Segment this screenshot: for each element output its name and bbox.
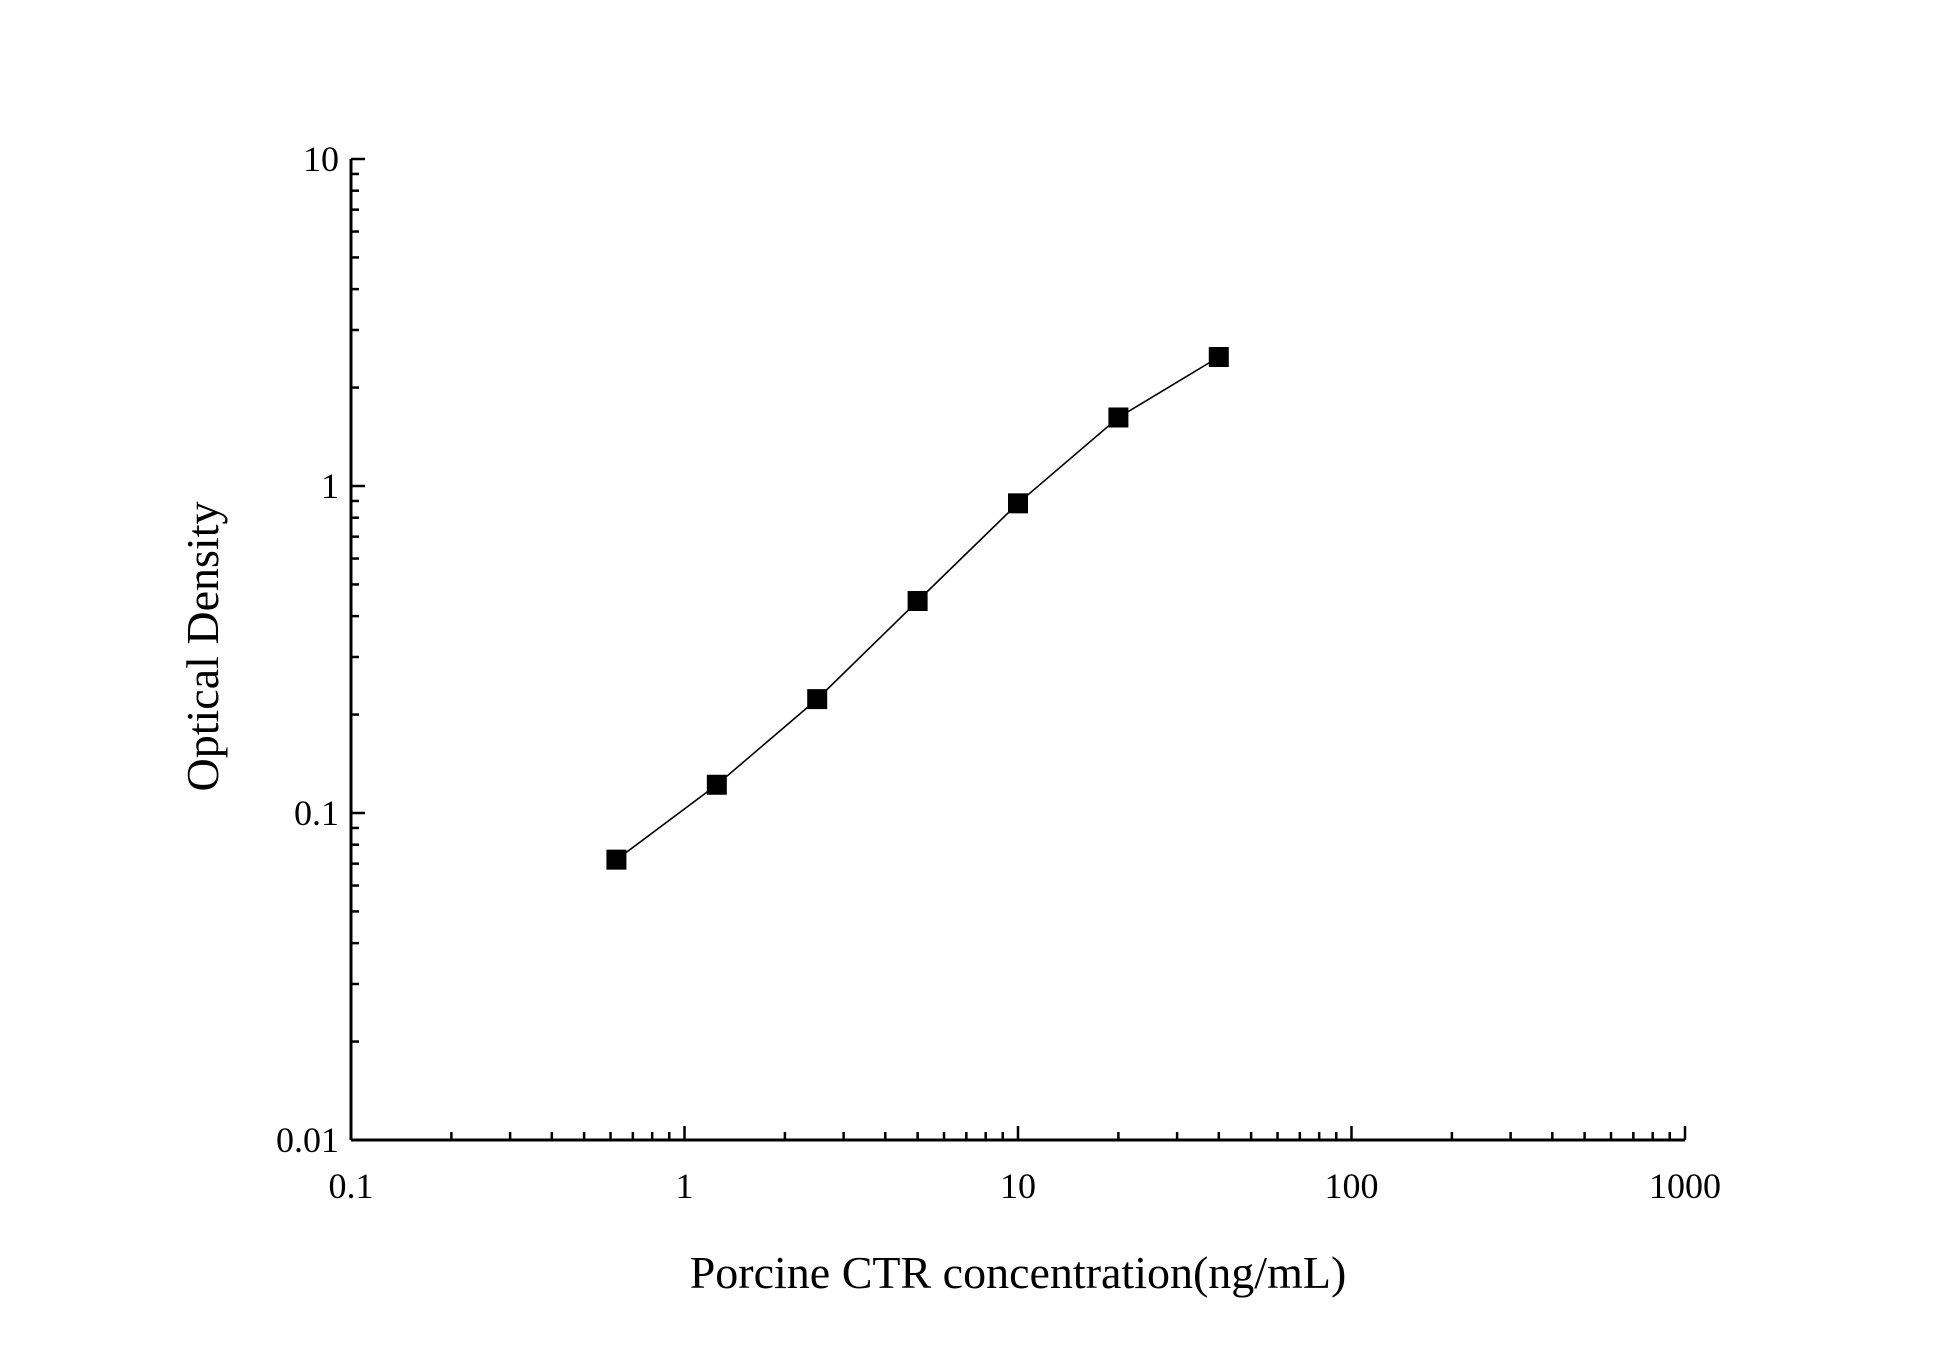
data-point [1108, 407, 1129, 428]
y-tick-label: 0.1 [294, 793, 339, 833]
labels-group: Porcine CTR concentration(ng/mL) Optical… [177, 502, 1346, 1299]
series-group [606, 347, 1229, 870]
ticks-group: 0.1 1 10 100 1000 0.01 0.1 1 10 [276, 139, 1721, 1206]
x-tick-label: 1 [676, 1166, 694, 1206]
x-axis-title: Porcine CTR concentration(ng/mL) [690, 1247, 1347, 1298]
data-point [1208, 347, 1229, 368]
data-point [1008, 493, 1028, 514]
x-tick-label: 100 [1325, 1166, 1379, 1206]
data-point [706, 774, 727, 795]
x-tick-label: 10 [1000, 1166, 1036, 1206]
axes-group [349, 159, 1685, 1142]
y-tick-label: 10 [303, 139, 339, 179]
data-point [606, 849, 627, 870]
y-tick-label: 0.01 [276, 1120, 339, 1160]
data-point [807, 689, 828, 710]
x-tick-label: 0.1 [329, 1166, 374, 1206]
data-point [907, 590, 928, 611]
y-tick-label: 1 [321, 466, 339, 506]
y-axis-title: Optical Density [177, 502, 228, 792]
x-tick-label: 1000 [1649, 1166, 1721, 1206]
